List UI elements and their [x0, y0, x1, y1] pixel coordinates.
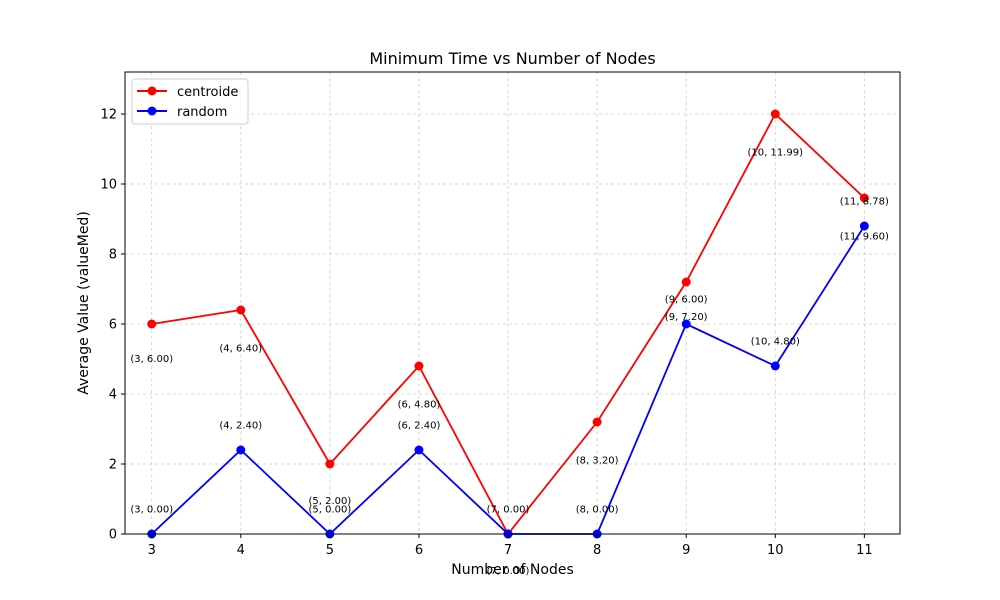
annotation-layer: (3, 6.00) (4, 6.40) (5, 2.00) (6, 4.80) (7, … [130, 148, 889, 577]
data-point-random [236, 445, 246, 455]
x-axis-ticks: 3 4 5 6 7 8 9 10 11 [148, 534, 873, 558]
y-tick-label: 0 [109, 528, 117, 543]
grid [125, 72, 900, 535]
y-tick-label: 12 [100, 108, 117, 123]
data-label: (11, 9.60) [840, 232, 889, 243]
data-point-centroide [592, 417, 602, 427]
x-tick-label: 4 [237, 543, 245, 558]
data-label: (8, 3.20) [576, 456, 619, 467]
data-label: (5, 0.00) [308, 505, 351, 516]
legend-marker-centroide [147, 86, 157, 96]
x-tick-label: 7 [504, 543, 512, 558]
data-point-centroide [770, 109, 780, 119]
legend-label-random: random [177, 105, 227, 120]
x-tick-label: 8 [593, 543, 601, 558]
x-axis-title: Number of Nodes [451, 562, 573, 578]
data-label: (4, 2.40) [219, 421, 262, 432]
data-label: (4, 6.40) [219, 344, 262, 355]
data-point-random [859, 221, 869, 231]
y-tick-label: 8 [109, 248, 117, 263]
data-point-random [414, 445, 424, 455]
data-label: (7, 0.00) [487, 566, 530, 577]
data-label: (9, 6.00) [665, 295, 708, 306]
y-tick-label: 4 [109, 388, 117, 403]
y-tick-label: 10 [100, 178, 117, 193]
legend: centroide random [131, 78, 249, 125]
data-point-random [681, 319, 691, 329]
data-point-centroide [681, 277, 691, 287]
data-point-centroide [859, 193, 869, 203]
data-point-centroide [147, 319, 157, 329]
data-label: (8, 0.00) [576, 505, 619, 516]
data-label: (10, 4.80) [751, 337, 800, 348]
data-label: (6, 2.40) [398, 421, 441, 432]
x-tick-label: 3 [148, 543, 156, 558]
legend-label-centroide: centroide [177, 85, 238, 100]
plot-area-frame [124, 71, 901, 535]
y-axis-ticks: 0 2 4 6 8 10 12 [100, 108, 125, 543]
y-axis-title: Average Value (valueMed) [76, 211, 92, 395]
x-tick-label: 9 [682, 543, 690, 558]
data-point-random [770, 361, 780, 371]
x-tick-label: 6 [415, 543, 423, 558]
data-label: (3, 0.00) [130, 505, 173, 516]
x-tick-label: 10 [767, 543, 784, 558]
data-label: (9, 7.20) [665, 312, 708, 323]
data-label: (7, 0.00) [487, 505, 530, 516]
legend-marker-random [147, 106, 157, 116]
x-tick-label: 11 [856, 543, 873, 558]
data-point-centroide [325, 459, 335, 469]
data-point-centroide [414, 361, 424, 371]
data-label: (6, 4.80) [398, 400, 441, 411]
data-label: (10, 11.99) [748, 148, 804, 159]
data-label: (5, 2.00) [308, 496, 351, 507]
chart-title: Minimum Time vs Number of Nodes [369, 49, 655, 68]
x-tick-label: 5 [326, 543, 334, 558]
data-point-centroide [236, 305, 246, 315]
data-label: (3, 6.00) [130, 354, 173, 365]
data-label: (11, 8.78) [840, 197, 889, 208]
y-tick-label: 6 [109, 318, 117, 333]
y-tick-label: 2 [109, 458, 117, 473]
